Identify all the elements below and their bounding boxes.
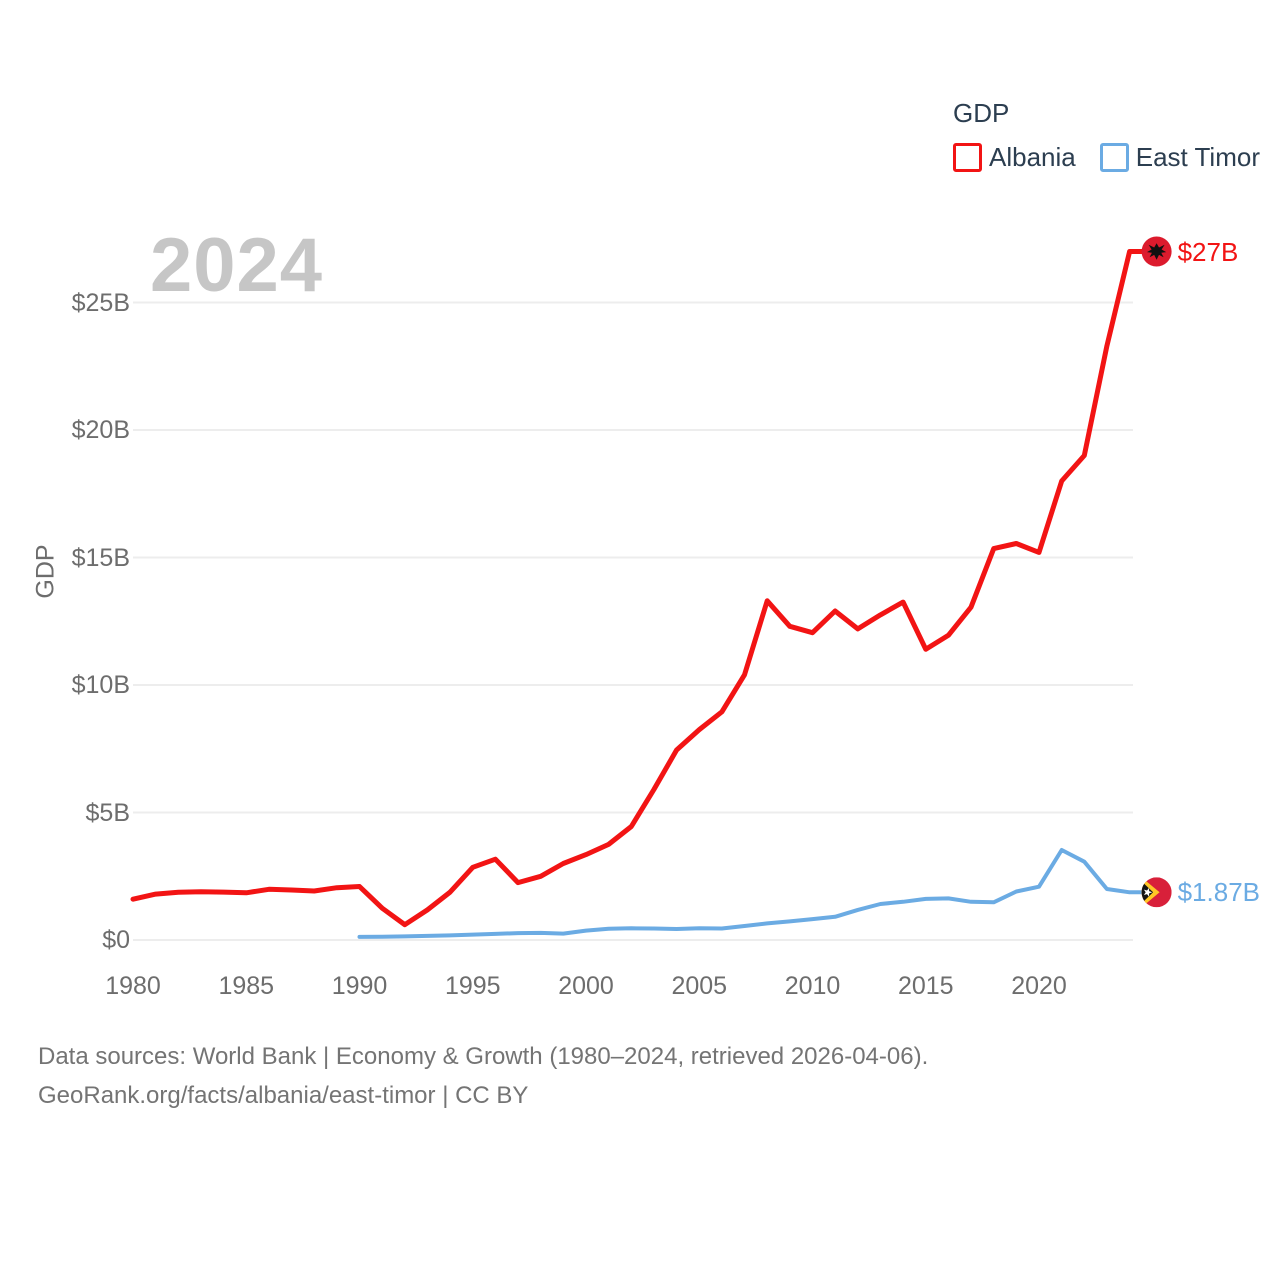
legend-row: Albania East Timor: [953, 142, 1260, 173]
x-tick-label: 2015: [897, 972, 954, 1000]
legend-title: GDP: [953, 98, 1010, 128]
legend-label-east-timor: East Timor: [1135, 142, 1260, 172]
legend: GDP Albania East Timor: [953, 98, 1260, 173]
x-tick-label: 1990: [331, 972, 388, 1000]
east-timor-line: [357, 848, 1145, 939]
x-tick-label: 2000: [558, 972, 614, 1000]
y-axis-title: GDP: [31, 544, 60, 599]
y-tick-label: $10B: [71, 671, 130, 699]
gridlines: [133, 301, 1133, 941]
x-tick-label: 2020: [1011, 972, 1067, 1000]
x-tick-label: 1985: [218, 972, 275, 1000]
y-tick-label: $20B: [71, 416, 130, 444]
legend-label-albania: Albania: [989, 142, 1076, 172]
y-tick-label: $25B: [71, 288, 130, 317]
x-tick-label: 2010: [784, 972, 841, 1000]
data-sources-text: Data sources: World Bank | Economy & Gro…: [38, 1043, 929, 1070]
east-timor-end-value-label: $1.87B: [1177, 877, 1260, 908]
albania-line: [130, 249, 1146, 928]
legend-item-albania[interactable]: Albania: [953, 142, 1076, 173]
year-watermark: 2024: [150, 223, 324, 308]
albania-end-value-label: $27B: [1177, 236, 1239, 267]
y-tick-label: $5B: [85, 798, 130, 827]
x-tick-label: 1980: [105, 972, 161, 1000]
y-tick-label: $0: [102, 926, 130, 954]
x-tick-label: 1995: [444, 972, 501, 1000]
albania-flag-icon: [1141, 236, 1172, 267]
legend-item-east-timor[interactable]: East Timor: [1099, 142, 1260, 173]
east-timor-color-swatch: [1099, 143, 1129, 172]
albania-color-swatch: [953, 143, 982, 172]
east-timor-flag-icon: [1141, 877, 1172, 908]
source-url-text[interactable]: GeoRank.org/facts/albania/east-timor | C…: [38, 1082, 529, 1109]
x-tick-label: 2005: [671, 972, 728, 1000]
y-tick-label: $15B: [71, 543, 130, 572]
